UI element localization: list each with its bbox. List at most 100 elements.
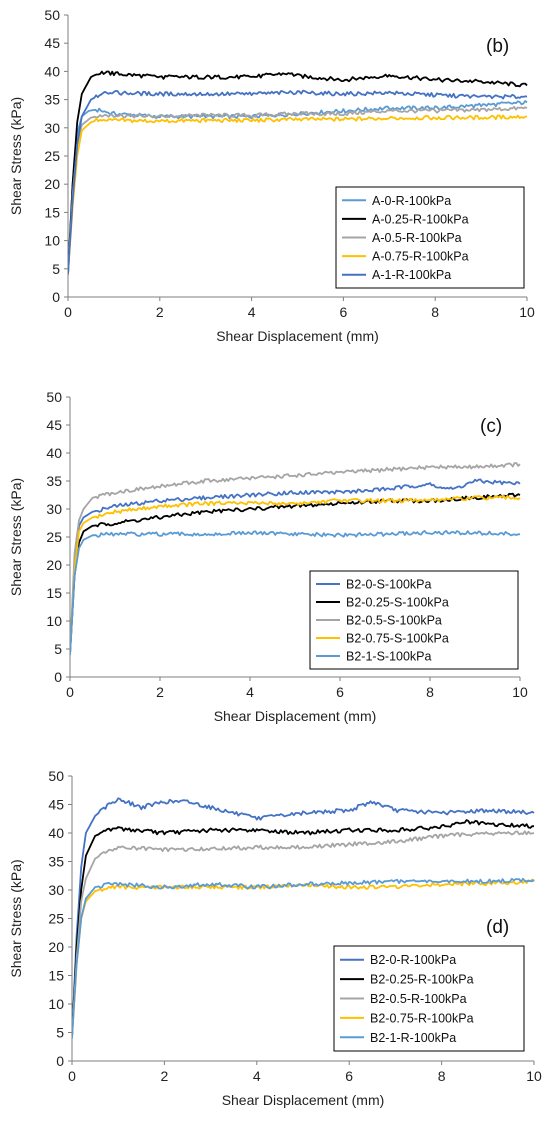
- y-axis-title: Shear Stress (kPa): [8, 97, 24, 215]
- y-tick-label: 30: [46, 501, 62, 517]
- y-tick-label: 40: [44, 63, 60, 79]
- legend-entry: A-0.25-R-100kPa: [372, 212, 469, 226]
- y-tick-label: 40: [46, 445, 62, 461]
- series-line-0: [68, 100, 528, 275]
- series-line-4: [68, 89, 528, 275]
- series-line-4: [72, 877, 535, 1039]
- y-tick-label: 20: [48, 939, 64, 955]
- legend-box: [335, 186, 525, 289]
- series-line-4: [70, 530, 521, 655]
- series-line-2: [72, 830, 535, 1039]
- series-line-3: [70, 495, 521, 655]
- series-line-0: [72, 797, 535, 1039]
- y-tick-label: 35: [44, 92, 60, 108]
- legend-entry: B2-0.25-R-100kPa: [370, 973, 474, 987]
- x-tick-label: 6: [336, 684, 344, 700]
- legend: A-0-R-100kPa A-0.25-R-100kPa A-0.5-R-100kP…: [335, 186, 525, 289]
- legend-entry: B2-0.75-R-100kPa: [370, 1011, 474, 1025]
- legend-entry: B2-0.5-R-100kPa: [370, 992, 467, 1006]
- y-axis-title: Shear Stress (kPa): [8, 478, 24, 596]
- x-tick-label: 8: [431, 304, 439, 320]
- y-tick-label: 50: [48, 768, 64, 784]
- x-axis-title: Shear Displacement (mm): [214, 708, 377, 724]
- y-tick-label: 35: [46, 473, 62, 489]
- x-tick-label: 4: [248, 304, 256, 320]
- x-tick-label: 6: [345, 1068, 353, 1084]
- legend-entry: B2-0.5-S-100kPa: [346, 614, 442, 628]
- y-tick-label: 10: [44, 233, 60, 249]
- legend-entry: A-0.5-R-100kPa: [372, 231, 462, 245]
- x-tick-label: 10: [526, 1068, 542, 1084]
- x-axis-title: Shear Displacement (mm): [222, 1092, 385, 1108]
- y-tick-label: 25: [44, 148, 60, 164]
- panel-label: (c): [480, 416, 502, 437]
- y-tick-label: 0: [52, 289, 60, 305]
- series-line-2: [70, 462, 521, 655]
- x-tick-label: 10: [519, 304, 535, 320]
- y-tick-label: 10: [48, 996, 64, 1012]
- y-tick-label: 40: [48, 825, 64, 841]
- y-tick-label: 50: [46, 389, 62, 405]
- x-tick-label: 2: [156, 684, 164, 700]
- y-tick-label: 45: [46, 417, 62, 433]
- x-tick-label: 0: [66, 684, 74, 700]
- y-tick-label: 10: [46, 613, 62, 629]
- y-tick-label: 50: [44, 7, 60, 23]
- y-tick-label: 15: [48, 968, 64, 984]
- y-tick-label: 5: [54, 641, 62, 657]
- chart-panel-0: 0 5 10 15 20 25 30 35 40 45 50 0 2 4 6 8 10 Shear Displac…: [8, 7, 535, 344]
- x-tick-label: 0: [64, 304, 72, 320]
- series-line-1: [68, 70, 528, 275]
- x-tick-label: 4: [253, 1068, 261, 1084]
- plot-area: [68, 70, 528, 275]
- y-tick-label: 30: [48, 882, 64, 898]
- x-tick-label: 4: [246, 684, 254, 700]
- y-axis-title: Shear Stress (kPa): [8, 859, 24, 977]
- y-tick-label: 35: [48, 854, 64, 870]
- legend-entry: B2-0-R-100kPa: [370, 953, 456, 967]
- y-tick-label: 5: [52, 261, 60, 277]
- chart-panel-2: 0 5 10 15 20 25 30 35 40 45 50 0 2 4 6 8 10 Shear Displac…: [8, 768, 542, 1108]
- series-line-1: [72, 819, 534, 1039]
- legend-entry: A-0.75-R-100kPa: [372, 250, 469, 264]
- series-line-2: [68, 105, 528, 275]
- legend: B2-0-S-100kPa B2-0.25-S-100kPa B2-0.5-S-10…: [309, 570, 519, 670]
- x-tick-label: 2: [156, 304, 164, 320]
- legend-entry: B2-0-S-100kPa: [346, 578, 432, 592]
- y-tick-label: 15: [44, 204, 60, 220]
- legend-box: [333, 945, 525, 1052]
- y-tick-label: 5: [56, 1025, 64, 1041]
- legend-entry: A-1-R-100kPa: [372, 268, 451, 282]
- plot-area: [72, 797, 535, 1039]
- legend-entry: B2-0.25-S-100kPa: [346, 596, 449, 610]
- y-tick-label: 30: [44, 120, 60, 136]
- y-tick-label: 25: [48, 911, 64, 927]
- series-line-3: [68, 114, 528, 275]
- legend-entry: B2-1-R-100kPa: [370, 1031, 456, 1045]
- legend-entry: B2-0.75-S-100kPa: [346, 632, 449, 646]
- y-tick-label: 25: [46, 529, 62, 545]
- x-tick-label: 10: [512, 684, 528, 700]
- y-tick-label: 15: [46, 585, 62, 601]
- x-tick-label: 2: [161, 1068, 169, 1084]
- plot-area: [70, 462, 521, 655]
- x-tick-label: 6: [340, 304, 348, 320]
- y-tick-label: 0: [54, 669, 62, 685]
- x-tick-label: 0: [68, 1068, 76, 1084]
- y-tick-label: 45: [48, 797, 64, 813]
- x-tick-label: 8: [438, 1068, 446, 1084]
- legend-entry: B2-1-S-100kPa: [346, 650, 432, 664]
- chart-panel-1: 0 5 10 15 20 25 30 35 40 45 50 0 2 4 6 8 10 Shear Displac…: [8, 389, 528, 724]
- y-tick-label: 20: [44, 176, 60, 192]
- legend: B2-0-R-100kPa B2-0.25-R-100kPa B2-0.5-R-10…: [333, 945, 525, 1052]
- y-tick-label: 45: [44, 35, 60, 51]
- panel-label: (b): [486, 36, 509, 57]
- y-tick-label: 0: [56, 1053, 64, 1069]
- legend-entry: A-0-R-100kPa: [372, 194, 451, 208]
- x-axis-title: Shear Displacement (mm): [216, 328, 379, 344]
- y-tick-label: 20: [46, 557, 62, 573]
- x-tick-label: 8: [426, 684, 434, 700]
- series-line-0: [70, 478, 521, 655]
- legend-box: [309, 570, 519, 670]
